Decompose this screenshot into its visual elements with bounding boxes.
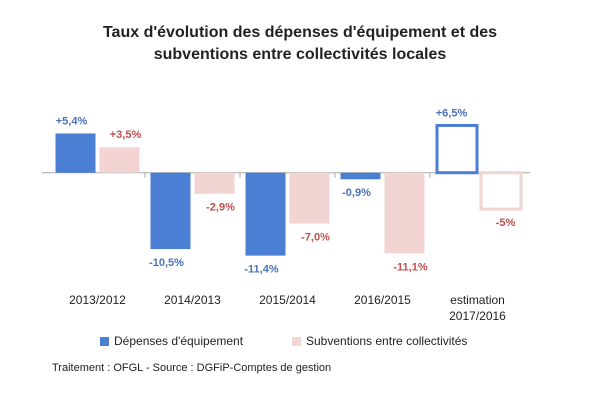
bar [150, 172, 191, 250]
bar [194, 172, 235, 194]
value-label: -5% [496, 217, 516, 229]
x-tick-label: 2013/2012 [69, 293, 126, 307]
legend-label: Subventions entre collectivités [306, 334, 467, 348]
legend-swatch [292, 337, 301, 346]
bar [245, 172, 286, 256]
value-label: -10,5% [149, 257, 184, 269]
bar [289, 172, 330, 224]
legend-label: Dépenses d'équipement [114, 334, 244, 348]
bar [340, 172, 381, 180]
value-label: -11,1% [393, 261, 427, 273]
value-label: -7,0% [301, 232, 330, 244]
chart-title: Taux d'évolution des dépenses d'équipeme… [102, 24, 498, 63]
legend-swatch [100, 337, 109, 346]
bar [479, 171, 523, 211]
value-label: -2,9% [206, 202, 235, 214]
value-label: -0,9% [342, 187, 371, 199]
value-label: +5,4% [56, 115, 88, 127]
x-tick-label: 2015/2014 [259, 293, 316, 307]
value-label: +6,5% [436, 107, 468, 119]
bar [435, 123, 479, 175]
x-tick-label: 2014/2013 [164, 293, 221, 307]
value-label: +3,5% [110, 129, 142, 141]
bar [384, 172, 425, 254]
value-label: -11,4% [244, 264, 278, 276]
bar [99, 147, 140, 173]
source: Traitement : OFGL - Source : DGFiP-Compt… [52, 362, 331, 374]
bar [55, 133, 96, 173]
x-tick-label: 2016/2015 [354, 293, 411, 307]
x-tick-label: estimation 2017/2016 [449, 293, 506, 323]
